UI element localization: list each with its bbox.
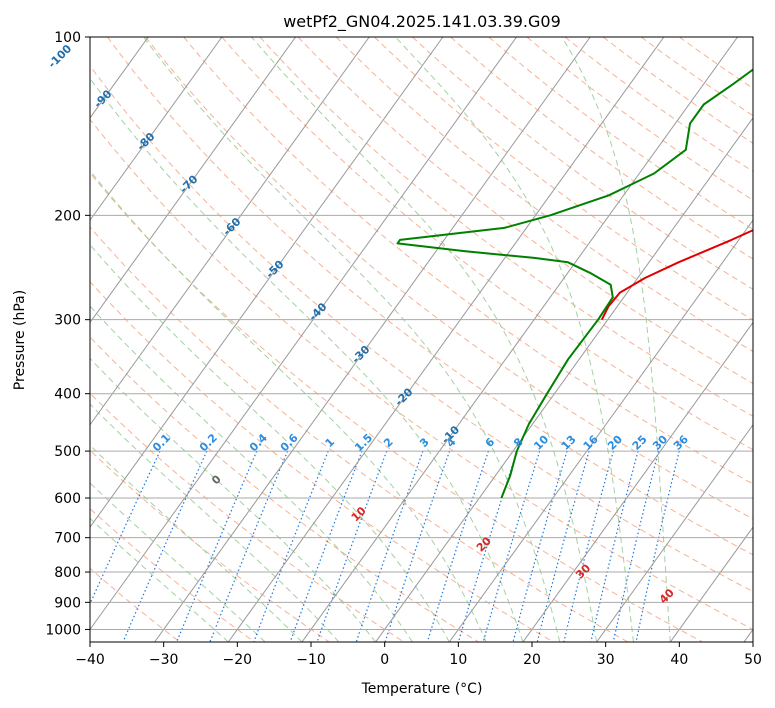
plot-background (90, 37, 753, 642)
x-tick-label: 0 (380, 652, 389, 668)
y-tick-label: 700 (54, 531, 81, 547)
isotherm-line (0, 37, 1, 642)
isotherm-line (90, 37, 517, 631)
x-axis-label: Temperature (°C) (361, 681, 483, 697)
plot-area (90, 37, 753, 642)
series-group (396, 68, 753, 499)
y-tick-label: 800 (54, 565, 81, 581)
y-tick-label: 600 (54, 491, 81, 507)
x-tick-label: 50 (744, 652, 762, 668)
x-tick-label: 20 (523, 652, 541, 668)
isotherm-line (227, 37, 665, 642)
axes (89, 36, 754, 643)
series-line-0 (600, 229, 753, 321)
moist-adiabat-line (90, 169, 487, 642)
isotherm-line (90, 37, 223, 222)
dry-adiabat-line (90, 336, 479, 642)
mixing-ratio-line (482, 450, 541, 642)
isotherm-line (596, 423, 753, 642)
moist-adiabat-line (90, 517, 229, 642)
x-tick-label: 40 (670, 652, 688, 668)
y-tick-label: 200 (54, 208, 81, 224)
isotherm-line (669, 526, 753, 642)
x-tick-label: −10 (296, 652, 326, 668)
dry-adiabat-line (221, 37, 753, 451)
isotherm-line (90, 37, 296, 324)
tick-labels: −40 −30 −20 −10 0 10 20 30 40 50 100 200 300 400 500 60… (45, 30, 762, 668)
mixing-ratio-line (563, 450, 614, 642)
dry-adiabat-line (90, 118, 753, 630)
dry-adiabat-line (90, 567, 181, 642)
plot-frame (89, 36, 754, 643)
isotherm-line (448, 219, 753, 642)
isotherm-line (375, 117, 753, 642)
dry-adiabat-line (145, 37, 753, 520)
isotherm-line (522, 321, 753, 642)
moist-adiabat-line (90, 305, 413, 642)
isotherm-line (301, 37, 738, 642)
dry-adiabat-line (90, 449, 330, 642)
moist-adiabat-line (251, 37, 598, 642)
mixing-ratio-line (590, 450, 639, 642)
mixing-ratio-line (512, 450, 568, 642)
dry-adiabat-line (90, 226, 629, 642)
mixing-ratio-line (355, 450, 424, 642)
moist-adiabat-line (90, 444, 303, 642)
x-tick-label: 10 (449, 652, 467, 668)
mixing-ratio-line (612, 450, 660, 642)
dry-adiabat-line (297, 37, 753, 385)
mixing-ratio-line (253, 450, 329, 642)
mixing-ratio-line (316, 450, 388, 642)
moist-adiabat-line (395, 37, 634, 642)
x-tick-label: −20 (223, 652, 253, 668)
mixing-ratio-line (90, 450, 161, 606)
dry-adiabat-line (90, 507, 255, 642)
y-tick-label: 900 (54, 595, 81, 611)
y-tick-label: 1000 (45, 622, 81, 638)
x-tick-label: −30 (149, 652, 179, 668)
x-tick-label: 30 (597, 652, 615, 668)
moist-adiabat-line (143, 37, 561, 642)
isotherm-label: -100 (46, 42, 75, 71)
x-tick-label: −40 (75, 652, 105, 668)
mixing-ratio-line (536, 450, 590, 642)
series-line-1 (396, 68, 753, 499)
mixing-ratio-line (635, 450, 680, 642)
isotherm-line (154, 37, 591, 642)
dry-adiabat-line (259, 37, 753, 417)
dry-adiabat-line (183, 37, 753, 485)
y-tick-label: 300 (54, 313, 81, 329)
mixing-ratio-line (209, 450, 289, 642)
y-axis-label: Pressure (hPa) (12, 290, 28, 390)
moist-adiabat-line (90, 77, 524, 642)
isotherm-line (90, 37, 370, 426)
mixing-ratio-line (289, 450, 363, 642)
isotherm-line (90, 37, 444, 528)
y-tick-label: 500 (54, 444, 81, 460)
grid-lines (0, 37, 753, 642)
y-tick-label: 400 (54, 387, 81, 403)
chart-title: wetPf2_GN04.2025.141.03.39.G09 (283, 12, 561, 32)
moist-adiabat-line (90, 482, 266, 642)
y-tick-label: 100 (54, 30, 81, 46)
